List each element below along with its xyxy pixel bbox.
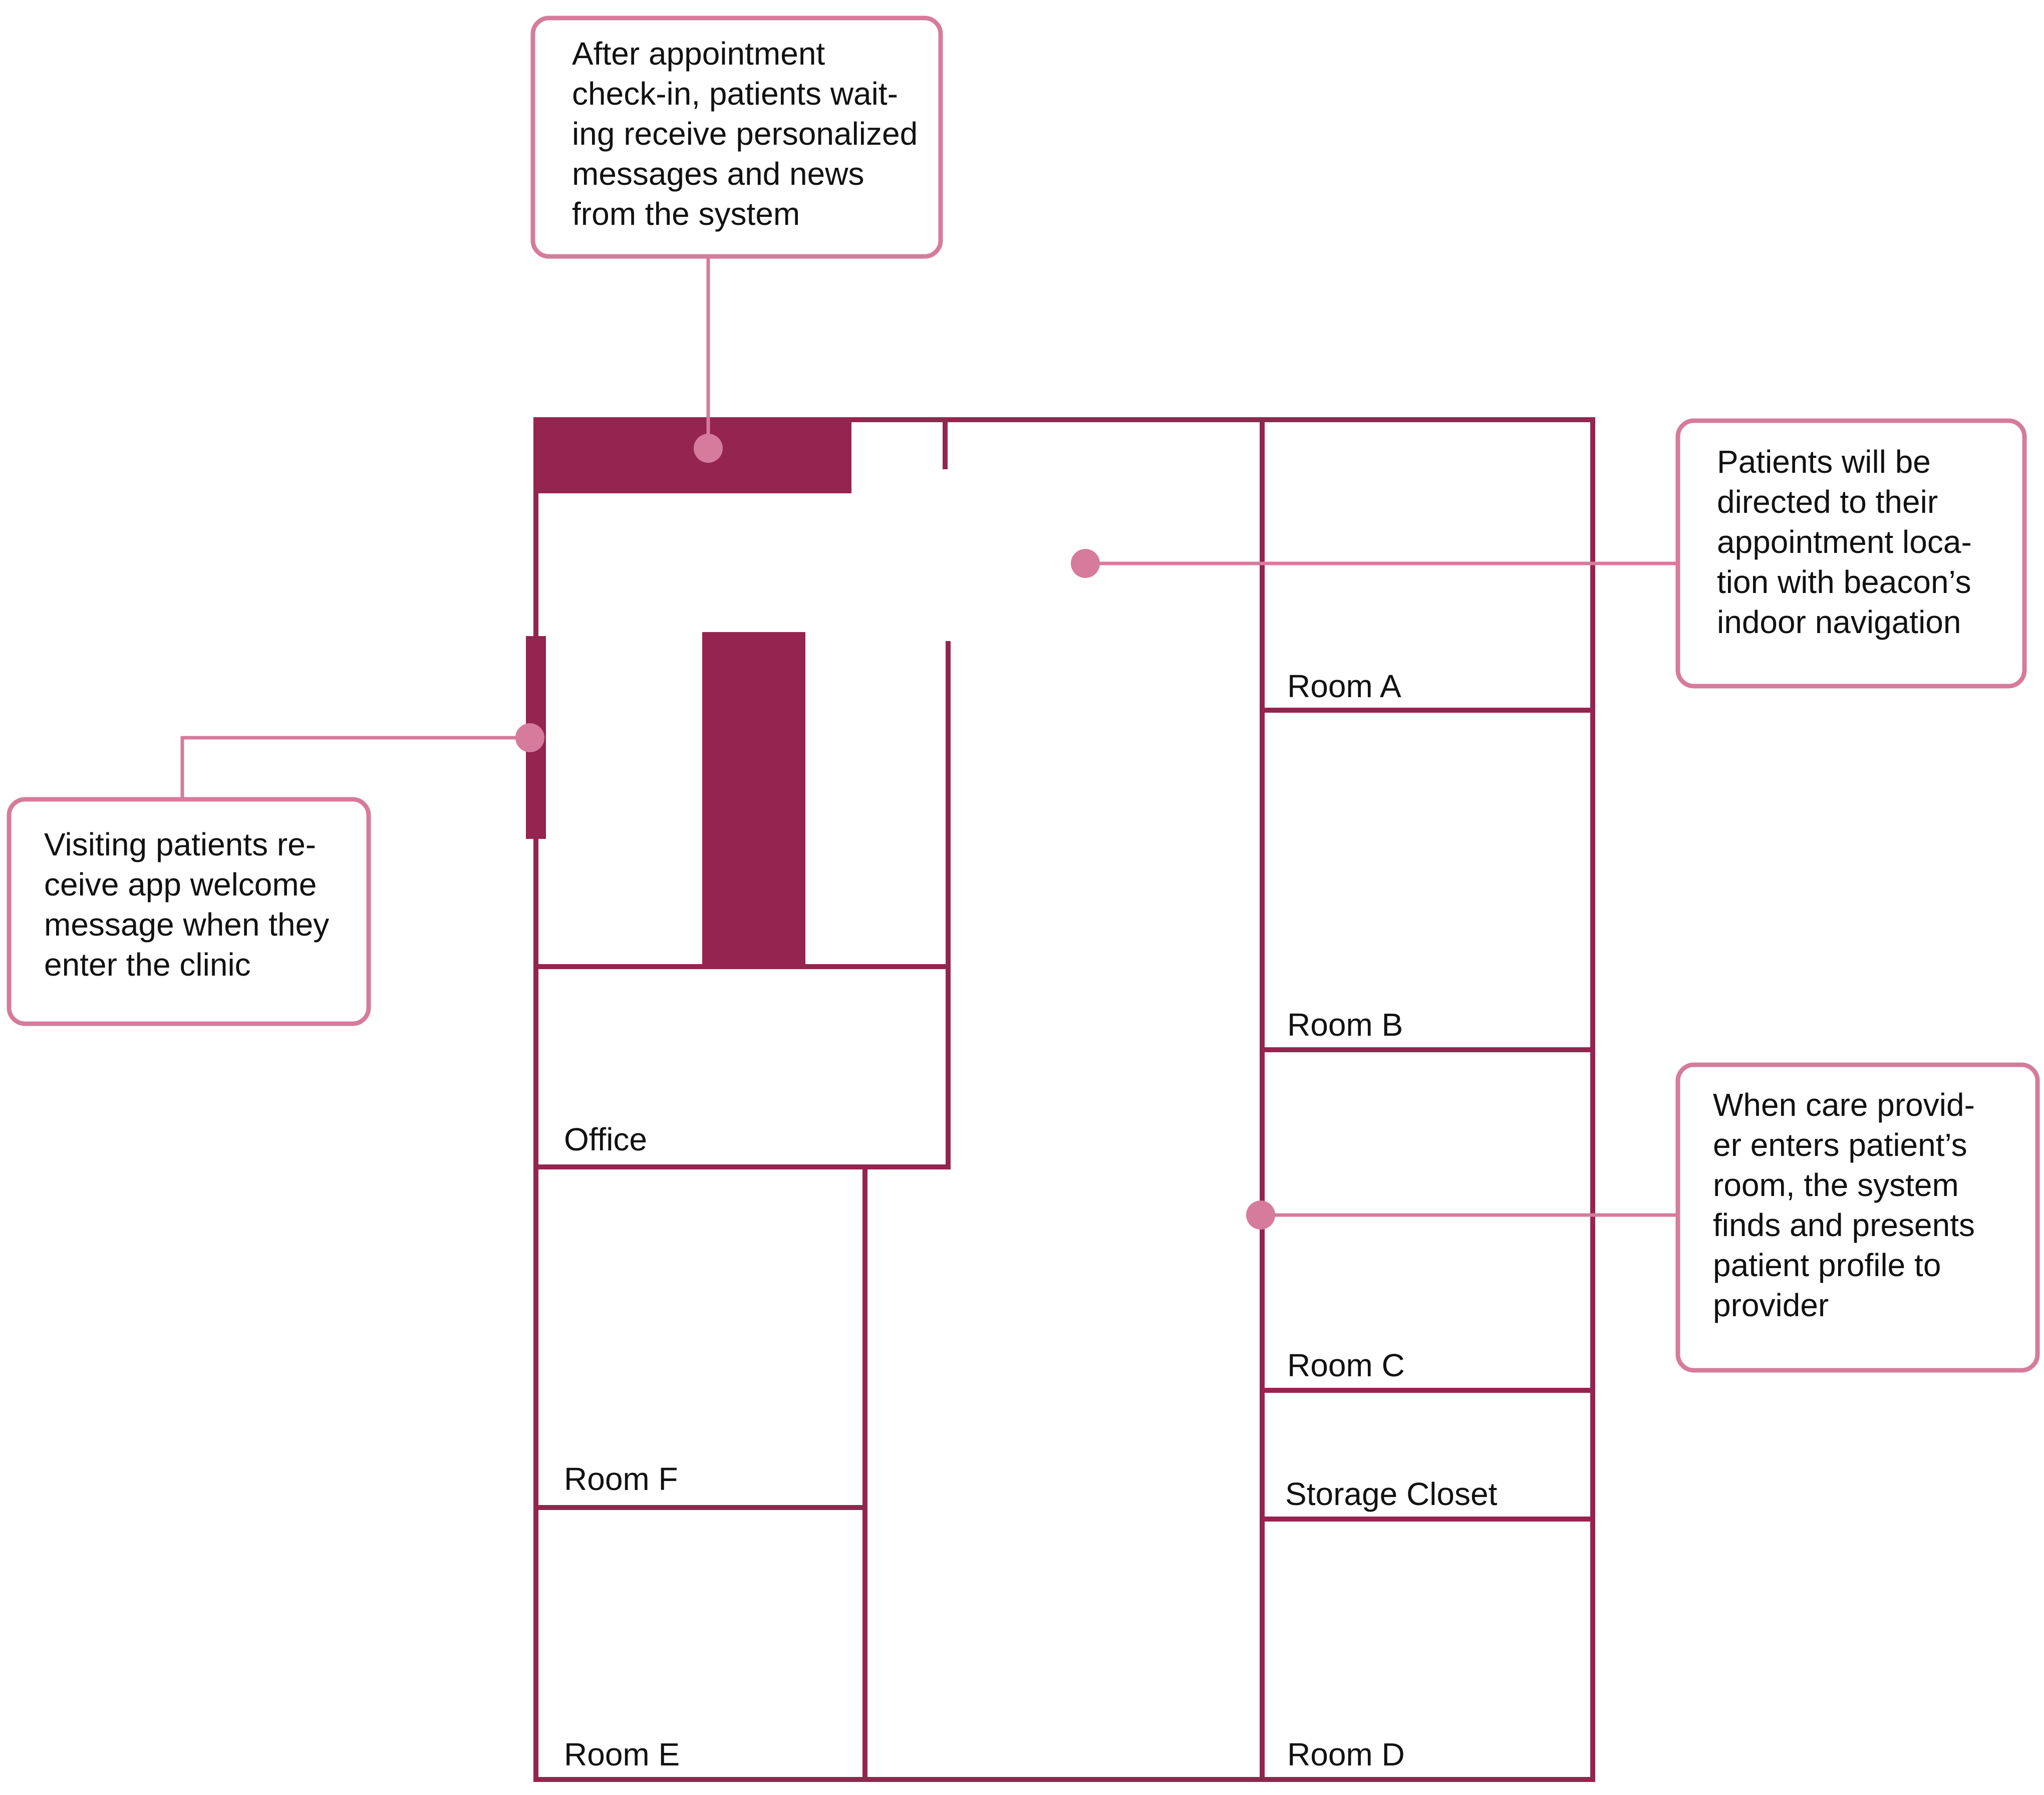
callout-provider-box bbox=[1675, 1062, 2040, 1373]
callout-navigation: Patients will be directed to their appoi… bbox=[1675, 418, 2027, 689]
callout-line: patient profile to bbox=[1713, 1247, 1941, 1283]
callout-line: ing receive personalized bbox=[572, 116, 918, 152]
reception-desk bbox=[535, 418, 851, 493]
callout-line: er enters patient’s bbox=[1713, 1127, 1967, 1163]
callout-line: room, the system bbox=[1713, 1167, 1959, 1203]
room-b-label: Room B bbox=[1287, 1007, 1403, 1043]
callout-welcome-text: Visiting patients re- ceive app welcome … bbox=[44, 826, 338, 983]
callout-line: ceive app welcome bbox=[44, 866, 317, 903]
navigation-beacon-dot bbox=[1071, 549, 1100, 578]
callout-line: enter the clinic bbox=[44, 947, 251, 983]
callout-checkin: After appointment check-in, patients wai… bbox=[530, 16, 943, 259]
checkin-beacon-dot bbox=[694, 434, 723, 463]
callout-line: from the system bbox=[572, 196, 800, 232]
callout-line: provider bbox=[1713, 1287, 1829, 1323]
waiting-area-wall bbox=[702, 632, 805, 966]
room-f-label: Room F bbox=[564, 1461, 678, 1497]
callout-line: When care provid- bbox=[1713, 1087, 1975, 1123]
callout-line: appointment loca- bbox=[1717, 524, 1972, 560]
callout-welcome-box bbox=[7, 797, 371, 1026]
callout-line: Patients will be bbox=[1717, 444, 1931, 480]
provider-beacon-dot bbox=[1246, 1201, 1275, 1230]
callout-line: Visiting patients re- bbox=[44, 826, 316, 862]
callout-line: tion with beacon’s bbox=[1717, 564, 1971, 600]
room-e-label: Room E bbox=[564, 1736, 680, 1772]
callout-line: After appointment bbox=[572, 36, 825, 72]
callout-line: finds and presents bbox=[1713, 1207, 1975, 1243]
office-label: Office bbox=[564, 1121, 647, 1157]
callout-navigation-box bbox=[1675, 418, 2027, 689]
connectors bbox=[180, 256, 1678, 1230]
callout-provider-text: When care provid- er enters patient’s ro… bbox=[1713, 1087, 1984, 1323]
callout-provider: When care provid- er enters patient’s ro… bbox=[1675, 1062, 2040, 1373]
callout-line: directed to their bbox=[1717, 484, 1938, 520]
callout-welcome: Visiting patients re- ceive app welcome … bbox=[7, 797, 371, 1026]
callout-line: messages and news bbox=[572, 156, 864, 192]
welcome-connector bbox=[180, 736, 530, 798]
room-d-label: Room D bbox=[1287, 1736, 1405, 1772]
welcome-beacon-dot bbox=[515, 723, 544, 752]
callout-line: message when they bbox=[44, 907, 329, 943]
room-a-label: Room A bbox=[1287, 668, 1401, 704]
callout-checkin-text: After appointment check-in, patients wai… bbox=[572, 36, 927, 232]
room-labels: Room A Room B Room C Storage Closet Room… bbox=[564, 668, 1498, 1772]
floor-plan bbox=[526, 417, 1595, 1782]
callout-line: indoor navigation bbox=[1717, 604, 1961, 640]
callout-checkin-box bbox=[530, 16, 943, 259]
storage-closet-label: Storage Closet bbox=[1285, 1476, 1498, 1512]
callout-navigation-text: Patients will be directed to their appoi… bbox=[1717, 444, 1981, 640]
callout-line: check-in, patients wait- bbox=[572, 76, 898, 112]
room-c-label: Room C bbox=[1287, 1347, 1405, 1383]
